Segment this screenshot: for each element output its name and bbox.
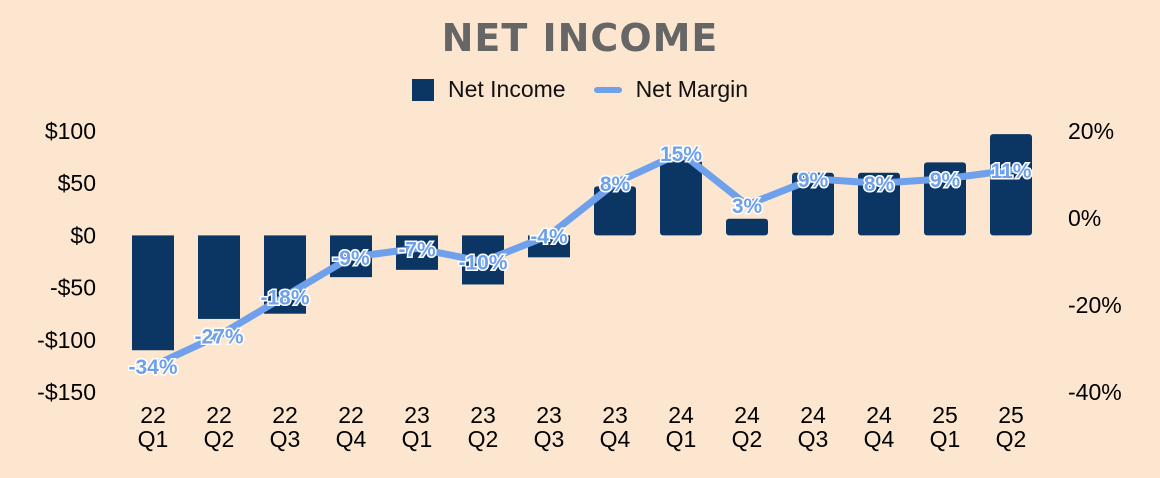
data-label-net-margin: -27%	[194, 325, 243, 348]
data-label-net-margin: 15%	[660, 143, 702, 166]
x-tick-label-quarter: Q2	[732, 426, 763, 452]
x-tick-label-quarter: Q3	[798, 426, 829, 452]
data-label-net-margin: -10%	[458, 252, 507, 275]
x-tick-label-quarter: Q1	[138, 426, 169, 452]
bar-net-income	[132, 235, 174, 351]
x-tick-label-quarter: Q3	[534, 426, 565, 452]
x-tick-label-year: 24	[668, 402, 694, 428]
x-tick-label-year: 25	[998, 402, 1024, 428]
legend-item-net-income: Net Income	[411, 76, 566, 103]
x-tick-label-year: 22	[272, 402, 298, 428]
legend-swatch-net-income	[411, 78, 434, 101]
data-label-net-margin: -7%	[398, 238, 436, 261]
x-tick-label-year: 24	[734, 402, 760, 428]
x-tick-label-quarter: Q4	[600, 426, 631, 452]
y-right-tick-label: 0%	[1068, 205, 1101, 231]
x-tick-label-year: 23	[470, 402, 496, 428]
data-label-net-margin: 9%	[798, 169, 829, 192]
bar-net-income	[990, 134, 1032, 236]
bar-net-income	[726, 218, 768, 236]
x-tick-label-year: 24	[800, 402, 826, 428]
x-tick-label-quarter: Q2	[204, 426, 235, 452]
bar-net-income	[792, 172, 834, 236]
line-net-margin	[149, 149, 1015, 370]
y-left-tick-label: $100	[45, 118, 96, 144]
data-label-net-margin: 8%	[864, 173, 895, 196]
legend-item-net-margin: Net Margin	[593, 76, 749, 103]
data-label-net-margin: -9%	[332, 247, 370, 270]
bar-net-income	[594, 186, 636, 236]
y-left-tick-label: $50	[58, 170, 96, 196]
bar-net-income	[660, 160, 702, 236]
data-label-net-margin: 9%	[930, 169, 961, 192]
data-label-net-margin: -34%	[128, 356, 177, 379]
y-left-tick-label: -$50	[50, 275, 96, 301]
y-right-tick-label: -40%	[1068, 379, 1122, 405]
x-tick-label-quarter: Q4	[864, 426, 895, 452]
y-left-tick-label: -$150	[37, 379, 96, 405]
x-tick-label-quarter: Q1	[930, 426, 961, 452]
y-right-tick-label: -20%	[1068, 292, 1122, 318]
x-tick-label-quarter: Q1	[666, 426, 697, 452]
x-tick-label-year: 22	[338, 402, 364, 428]
y-left-tick-label: -$100	[37, 327, 96, 353]
data-label-net-margin: 8%	[600, 173, 631, 196]
x-tick-label-quarter: Q2	[468, 426, 499, 452]
x-tick-label-year: 23	[404, 402, 430, 428]
data-label-net-margin: 3%	[732, 195, 763, 218]
chart-title: NET INCOME	[441, 16, 719, 60]
data-label-net-margin: 11%	[991, 160, 1032, 183]
x-tick-label-year: 24	[866, 402, 892, 428]
data-label-net-margin: -18%	[260, 286, 309, 309]
x-tick-label-quarter: Q3	[270, 426, 301, 452]
x-tick-label-year: 22	[140, 402, 166, 428]
x-tick-label-quarter: Q4	[336, 426, 367, 452]
x-tick-label-quarter: Q1	[402, 426, 433, 452]
legend-label-net-margin: Net Margin	[635, 76, 749, 102]
chart-legend: Net Income Net Margin	[0, 76, 1160, 103]
y-right-tick-label: 20%	[1068, 118, 1114, 144]
x-tick-label-year: 23	[536, 402, 562, 428]
data-label-net-margin: -4%	[530, 225, 568, 248]
x-tick-label-year: 23	[602, 402, 628, 428]
y-left-tick-label: $0	[70, 222, 96, 248]
x-tick-label-quarter: Q2	[996, 426, 1027, 452]
bar-net-income	[198, 235, 240, 319]
x-tick-label-year: 25	[932, 402, 958, 428]
legend-label-net-income: Net Income	[447, 76, 566, 102]
x-tick-label-year: 22	[206, 402, 232, 428]
legend-swatch-net-margin	[593, 86, 622, 93]
bar-net-income	[858, 172, 900, 236]
